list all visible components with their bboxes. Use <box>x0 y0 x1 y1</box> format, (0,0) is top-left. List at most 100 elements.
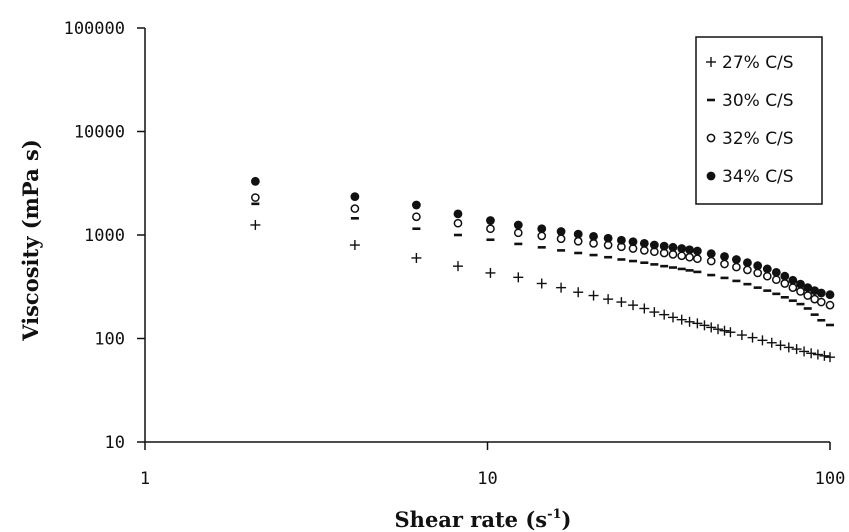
data-point <box>485 268 495 278</box>
data-point <box>753 261 762 270</box>
x-axis-title-end: ) <box>562 507 572 532</box>
data-point <box>677 315 687 325</box>
x-tick-label: 1 <box>140 469 150 489</box>
data-point <box>797 288 804 295</box>
y-tick-label: 10 <box>105 433 125 453</box>
data-point <box>678 252 685 259</box>
data-point <box>650 241 659 250</box>
y-axis-ticks: 10 100 1000 10000 100000 <box>64 19 145 453</box>
data-point <box>754 269 761 276</box>
y-tick-label: 100 <box>94 330 125 350</box>
data-point <box>250 220 260 230</box>
data-point <box>252 194 259 201</box>
data-point <box>804 292 811 299</box>
data-point <box>818 298 825 305</box>
data-point <box>826 302 833 309</box>
data-point <box>780 272 789 281</box>
data-point <box>628 300 638 310</box>
data-point <box>412 201 421 210</box>
data-point <box>767 338 777 348</box>
data-point <box>640 239 649 248</box>
legend: 27% C/S 30% C/S 32% C/S 34% C/S <box>696 37 822 204</box>
data-point <box>453 261 463 271</box>
data-point <box>725 327 735 337</box>
data-point <box>350 240 360 250</box>
data-point <box>744 266 751 273</box>
legend-marker <box>707 172 716 181</box>
data-point <box>669 243 678 252</box>
y-axis-title: Viscosity (mPa s) <box>18 139 43 342</box>
data-point <box>575 238 582 245</box>
data-point <box>616 297 626 307</box>
data-point <box>792 344 802 354</box>
data-point <box>487 225 494 232</box>
data-point <box>720 252 729 261</box>
data-point <box>686 254 693 261</box>
data-point <box>685 245 694 254</box>
data-point <box>737 330 747 340</box>
legend-label: 34% C/S <box>722 167 794 187</box>
data-point <box>557 235 564 242</box>
data-point <box>789 284 796 291</box>
data-point <box>574 230 583 239</box>
data-point <box>706 322 716 332</box>
data-point <box>776 340 786 350</box>
data-point <box>733 263 740 270</box>
legend-label: 27% C/S <box>722 53 794 73</box>
series-1 <box>250 220 835 362</box>
data-point <box>514 221 523 230</box>
data-point <box>748 333 758 343</box>
data-point <box>454 220 461 227</box>
data-point <box>826 290 835 299</box>
data-point <box>411 253 421 263</box>
data-point <box>772 268 781 277</box>
data-point <box>590 240 597 247</box>
data-point <box>251 177 260 186</box>
data-point <box>817 289 826 298</box>
data-point <box>788 276 797 285</box>
data-point <box>639 303 649 313</box>
data-point <box>589 232 598 241</box>
data-point <box>556 283 566 293</box>
x-tick-label: 10 <box>477 469 497 489</box>
data-point <box>813 350 823 360</box>
data-point <box>413 213 420 220</box>
y-tick-label: 100000 <box>64 19 125 39</box>
data-point <box>454 209 463 218</box>
data-point <box>799 346 809 356</box>
data-point <box>537 224 546 233</box>
legend-label: 32% C/S <box>722 129 794 149</box>
data-point <box>806 348 816 358</box>
x-tick-label: 100 <box>815 469 846 489</box>
data-point <box>713 324 723 334</box>
data-point <box>719 326 729 336</box>
data-point <box>677 244 686 253</box>
x-axis-title-superscript: -1 <box>547 507 561 522</box>
data-point <box>641 247 648 254</box>
y-tick-label: 10000 <box>74 123 125 143</box>
legend-marker <box>707 134 714 141</box>
data-point <box>350 192 359 201</box>
data-point <box>669 251 676 258</box>
data-point <box>629 237 638 246</box>
series-3 <box>252 194 834 309</box>
data-point <box>351 205 358 212</box>
data-point <box>617 236 626 245</box>
x-axis-ticks: 1 10 100 <box>140 442 845 489</box>
data-point <box>708 257 715 264</box>
data-point <box>513 272 523 282</box>
data-point <box>649 307 659 317</box>
data-point <box>693 247 702 256</box>
data-point <box>603 294 613 304</box>
data-point <box>763 265 772 274</box>
data-point <box>825 352 835 362</box>
x-axis-title: Shear rate (s-1) <box>395 507 572 532</box>
data-point <box>764 273 771 280</box>
data-point <box>757 335 767 345</box>
data-point <box>743 258 752 267</box>
data-point <box>515 229 522 236</box>
data-point <box>721 260 728 267</box>
x-axis-title-main: Shear rate (s <box>395 507 548 532</box>
legend-label: 30% C/S <box>722 91 794 111</box>
